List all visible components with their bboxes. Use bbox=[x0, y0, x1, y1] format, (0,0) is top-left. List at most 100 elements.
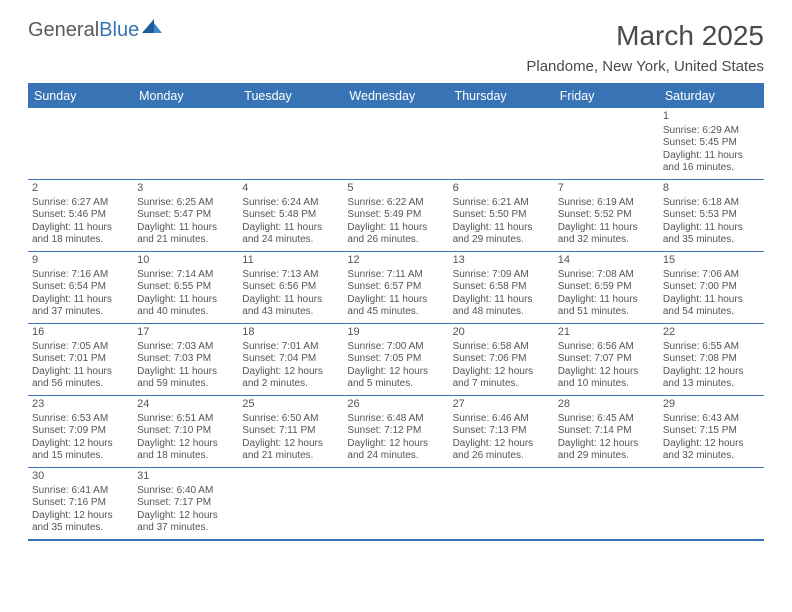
logo-sail-icon bbox=[142, 17, 164, 39]
calendar-cell: 21Sunrise: 6:56 AMSunset: 7:07 PMDayligh… bbox=[554, 324, 659, 396]
calendar-cell bbox=[238, 468, 343, 540]
day-number: 24 bbox=[137, 398, 234, 412]
daylight-line: Daylight: 12 hours and 37 minutes. bbox=[137, 510, 234, 535]
sunrise-line: Sunrise: 6:53 AM bbox=[32, 413, 129, 426]
day-number: 12 bbox=[347, 254, 444, 268]
sunset-line: Sunset: 5:45 PM bbox=[663, 137, 760, 150]
day-number: 6 bbox=[453, 182, 550, 196]
sunset-line: Sunset: 7:16 PM bbox=[32, 497, 129, 510]
sunset-line: Sunset: 7:10 PM bbox=[137, 425, 234, 438]
day-number: 18 bbox=[242, 326, 339, 340]
sunset-line: Sunset: 7:11 PM bbox=[242, 425, 339, 438]
day-number: 15 bbox=[663, 254, 760, 268]
weekday-header: Friday bbox=[554, 84, 659, 108]
daylight-line: Daylight: 11 hours and 40 minutes. bbox=[137, 294, 234, 319]
day-number: 27 bbox=[453, 398, 550, 412]
daylight-line: Daylight: 12 hours and 26 minutes. bbox=[453, 438, 550, 463]
location-text: Plandome, New York, United States bbox=[526, 58, 764, 75]
sunset-line: Sunset: 6:58 PM bbox=[453, 281, 550, 294]
daylight-line: Daylight: 11 hours and 54 minutes. bbox=[663, 294, 760, 319]
day-number: 25 bbox=[242, 398, 339, 412]
daylight-line: Daylight: 12 hours and 35 minutes. bbox=[32, 510, 129, 535]
sunrise-line: Sunrise: 6:56 AM bbox=[558, 341, 655, 354]
calendar-cell: 16Sunrise: 7:05 AMSunset: 7:01 PMDayligh… bbox=[28, 324, 133, 396]
calendar-cell: 7Sunrise: 6:19 AMSunset: 5:52 PMDaylight… bbox=[554, 180, 659, 252]
sunset-line: Sunset: 7:15 PM bbox=[663, 425, 760, 438]
title-block: March 2025 Plandome, New York, United St… bbox=[526, 20, 764, 75]
calendar-cell: 28Sunrise: 6:45 AMSunset: 7:14 PMDayligh… bbox=[554, 396, 659, 468]
day-number: 5 bbox=[347, 182, 444, 196]
daylight-line: Daylight: 11 hours and 59 minutes. bbox=[137, 366, 234, 391]
sunset-line: Sunset: 7:06 PM bbox=[453, 353, 550, 366]
sunrise-line: Sunrise: 6:58 AM bbox=[453, 341, 550, 354]
sunset-line: Sunset: 7:07 PM bbox=[558, 353, 655, 366]
calendar-cell bbox=[343, 468, 448, 540]
sunrise-line: Sunrise: 6:40 AM bbox=[137, 485, 234, 498]
sunset-line: Sunset: 7:03 PM bbox=[137, 353, 234, 366]
calendar-cell: 10Sunrise: 7:14 AMSunset: 6:55 PMDayligh… bbox=[133, 252, 238, 324]
weekday-header: Monday bbox=[133, 84, 238, 108]
weekday-header: Tuesday bbox=[238, 84, 343, 108]
calendar-table: SundayMondayTuesdayWednesdayThursdayFrid… bbox=[28, 83, 764, 541]
sunrise-line: Sunrise: 6:46 AM bbox=[453, 413, 550, 426]
calendar-cell: 15Sunrise: 7:06 AMSunset: 7:00 PMDayligh… bbox=[659, 252, 764, 324]
calendar-cell: 24Sunrise: 6:51 AMSunset: 7:10 PMDayligh… bbox=[133, 396, 238, 468]
day-number: 13 bbox=[453, 254, 550, 268]
sunset-line: Sunset: 7:05 PM bbox=[347, 353, 444, 366]
day-number: 31 bbox=[137, 470, 234, 484]
daylight-line: Daylight: 11 hours and 56 minutes. bbox=[32, 366, 129, 391]
daylight-line: Daylight: 11 hours and 18 minutes. bbox=[32, 222, 129, 247]
weekday-header: Sunday bbox=[28, 84, 133, 108]
daylight-line: Daylight: 12 hours and 32 minutes. bbox=[663, 438, 760, 463]
sunset-line: Sunset: 6:56 PM bbox=[242, 281, 339, 294]
calendar-cell: 3Sunrise: 6:25 AMSunset: 5:47 PMDaylight… bbox=[133, 180, 238, 252]
sunset-line: Sunset: 5:49 PM bbox=[347, 209, 444, 222]
calendar-cell bbox=[449, 468, 554, 540]
logo-text-blue: Blue bbox=[99, 20, 139, 40]
calendar-cell: 9Sunrise: 7:16 AMSunset: 6:54 PMDaylight… bbox=[28, 252, 133, 324]
sunset-line: Sunset: 5:47 PM bbox=[137, 209, 234, 222]
sunset-line: Sunset: 7:13 PM bbox=[453, 425, 550, 438]
sunrise-line: Sunrise: 6:19 AM bbox=[558, 197, 655, 210]
daylight-line: Daylight: 12 hours and 29 minutes. bbox=[558, 438, 655, 463]
daylight-line: Daylight: 12 hours and 5 minutes. bbox=[347, 366, 444, 391]
daylight-line: Daylight: 12 hours and 10 minutes. bbox=[558, 366, 655, 391]
sunrise-line: Sunrise: 6:41 AM bbox=[32, 485, 129, 498]
calendar-cell: 13Sunrise: 7:09 AMSunset: 6:58 PMDayligh… bbox=[449, 252, 554, 324]
sunrise-line: Sunrise: 7:09 AM bbox=[453, 269, 550, 282]
sunrise-line: Sunrise: 6:27 AM bbox=[32, 197, 129, 210]
day-number: 16 bbox=[32, 326, 129, 340]
daylight-line: Daylight: 11 hours and 24 minutes. bbox=[242, 222, 339, 247]
daylight-line: Daylight: 11 hours and 21 minutes. bbox=[137, 222, 234, 247]
sunrise-line: Sunrise: 6:43 AM bbox=[663, 413, 760, 426]
daylight-line: Daylight: 12 hours and 7 minutes. bbox=[453, 366, 550, 391]
calendar-cell: 22Sunrise: 6:55 AMSunset: 7:08 PMDayligh… bbox=[659, 324, 764, 396]
calendar-cell bbox=[554, 468, 659, 540]
daylight-line: Daylight: 11 hours and 37 minutes. bbox=[32, 294, 129, 319]
day-number: 29 bbox=[663, 398, 760, 412]
daylight-line: Daylight: 12 hours and 13 minutes. bbox=[663, 366, 760, 391]
sunrise-line: Sunrise: 7:06 AM bbox=[663, 269, 760, 282]
day-number: 10 bbox=[137, 254, 234, 268]
day-number: 4 bbox=[242, 182, 339, 196]
calendar-cell: 30Sunrise: 6:41 AMSunset: 7:16 PMDayligh… bbox=[28, 468, 133, 540]
daylight-line: Daylight: 11 hours and 43 minutes. bbox=[242, 294, 339, 319]
daylight-line: Daylight: 12 hours and 2 minutes. bbox=[242, 366, 339, 391]
day-number: 3 bbox=[137, 182, 234, 196]
calendar-cell bbox=[659, 468, 764, 540]
sunrise-line: Sunrise: 6:18 AM bbox=[663, 197, 760, 210]
sunset-line: Sunset: 5:52 PM bbox=[558, 209, 655, 222]
day-number: 28 bbox=[558, 398, 655, 412]
sunset-line: Sunset: 7:17 PM bbox=[137, 497, 234, 510]
calendar-cell: 19Sunrise: 7:00 AMSunset: 7:05 PMDayligh… bbox=[343, 324, 448, 396]
daylight-line: Daylight: 11 hours and 26 minutes. bbox=[347, 222, 444, 247]
calendar-cell: 11Sunrise: 7:13 AMSunset: 6:56 PMDayligh… bbox=[238, 252, 343, 324]
sunset-line: Sunset: 7:00 PM bbox=[663, 281, 760, 294]
daylight-line: Daylight: 11 hours and 16 minutes. bbox=[663, 150, 760, 175]
daylight-line: Daylight: 12 hours and 21 minutes. bbox=[242, 438, 339, 463]
calendar-cell: 20Sunrise: 6:58 AMSunset: 7:06 PMDayligh… bbox=[449, 324, 554, 396]
calendar-cell bbox=[28, 108, 133, 180]
calendar-cell bbox=[343, 108, 448, 180]
sunset-line: Sunset: 5:53 PM bbox=[663, 209, 760, 222]
calendar-cell bbox=[238, 108, 343, 180]
